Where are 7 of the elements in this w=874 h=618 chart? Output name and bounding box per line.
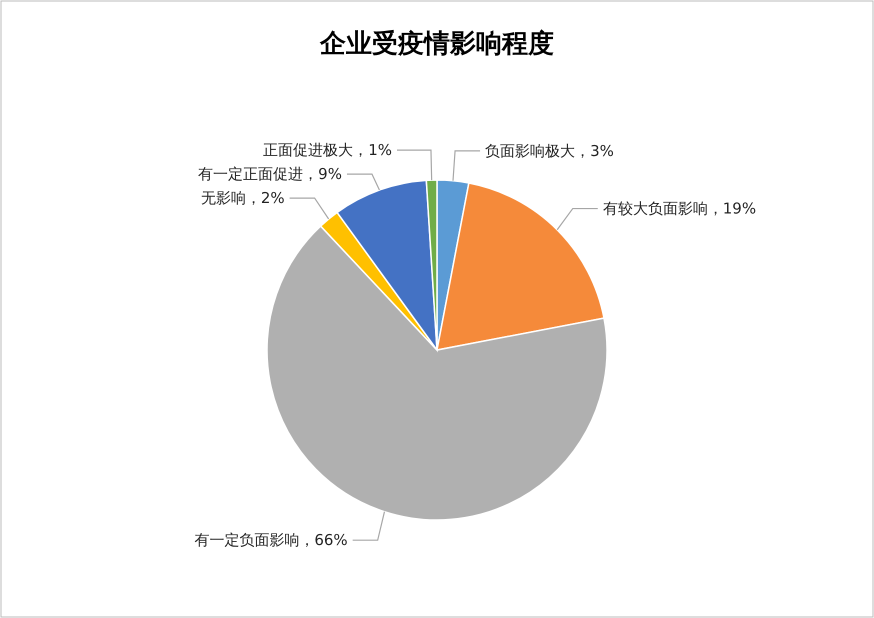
slice-label: 正面促进极大，1% [263,141,392,160]
slice-label: 有较大负面影响，19% [602,200,756,218]
slice-label: 有一定负面影响，66% [194,531,348,550]
slice-label: 无影响，2% [200,189,285,208]
slice-label: 负面影响极大，3% [485,142,614,160]
slice-label: 有一定正面促进，9% [198,165,342,184]
chart-title: 企业受疫情影响程度 [319,29,554,59]
